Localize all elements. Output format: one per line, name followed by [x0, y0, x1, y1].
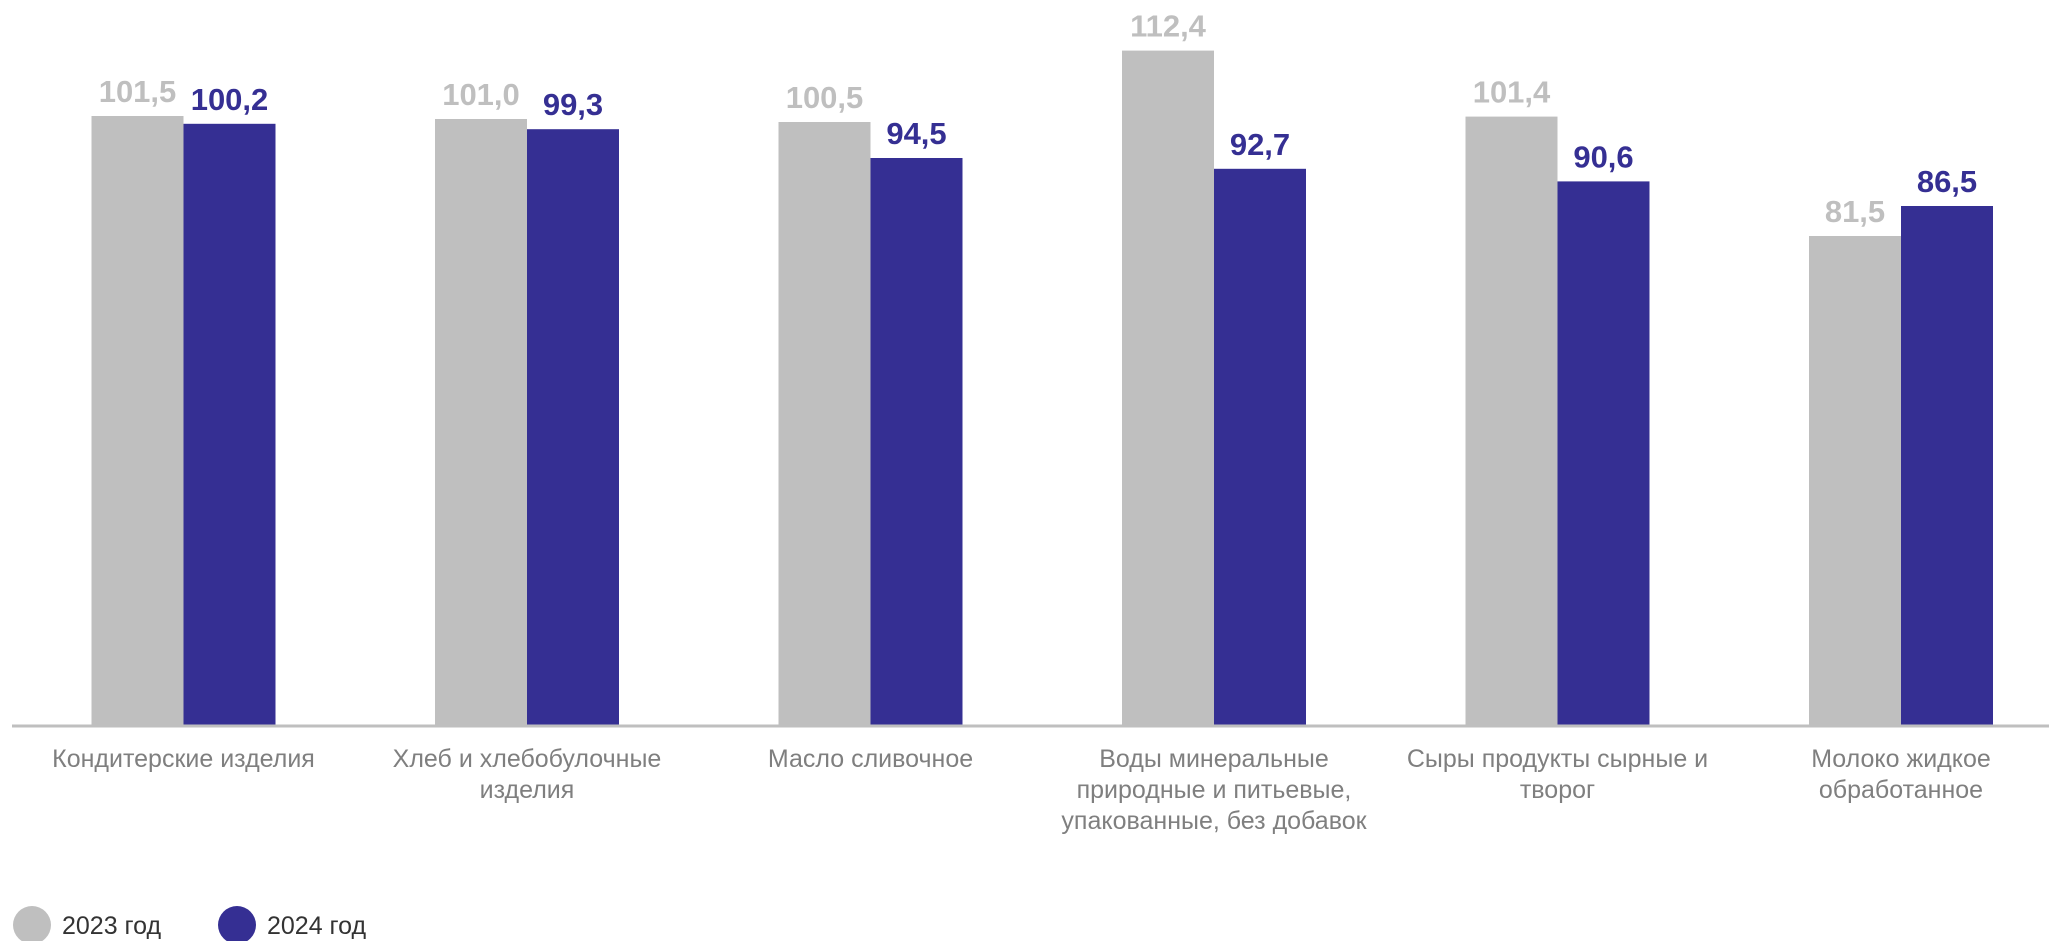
category-label: Молоко жидкое обработанное [1811, 745, 1991, 804]
bar-2023 [778, 122, 871, 725]
category-label: Кондитерские изделия [52, 745, 315, 773]
legend-label-2023: 2023 год [62, 912, 161, 940]
bar-2023 [435, 119, 527, 725]
bar-2023 [1809, 236, 1901, 725]
category-label: Сыры продукты сырные и творог [1407, 745, 1708, 804]
legend-marker-2024 [218, 906, 256, 941]
value-label-2023: 101,5 [99, 74, 177, 109]
bars-layer [91, 50, 1993, 726]
category-labels-layer: Кондитерские изделия Хлеб и хлебобулочные… [52, 745, 1991, 835]
category-label: Масло сливочное [768, 745, 973, 773]
bar-2023 [1122, 50, 1214, 726]
value-label-2023: 101,4 [1473, 75, 1551, 110]
category-label: Воды минеральные природные и питьевые, упа… [1061, 745, 1367, 835]
bar-2023 [1465, 116, 1558, 726]
legend: 2023 год 2024 год [13, 906, 366, 941]
value-label-2024: 92,7 [1230, 127, 1290, 162]
bar-2024 [870, 158, 963, 725]
bar-2024 [183, 123, 276, 726]
value-label-2023: 100,5 [786, 80, 864, 115]
value-label-2024: 99,3 [543, 87, 603, 122]
value-label-2024: 100,2 [191, 82, 269, 117]
bar-2023 [91, 116, 184, 725]
legend-label-2024: 2024 год [267, 912, 366, 940]
value-label-2024: 94,5 [886, 116, 946, 151]
value-label-2024: 90,6 [1573, 139, 1633, 174]
bar-2024 [1214, 168, 1306, 726]
value-label-2024: 86,5 [1917, 164, 1977, 199]
bar-2024 [1557, 181, 1650, 725]
legend-marker-2023 [13, 906, 51, 941]
category-label: Хлеб и хлебобулочные изделия [393, 745, 662, 804]
value-label-2023: 101,0 [442, 77, 520, 112]
bar-2024 [1901, 206, 1993, 725]
bar-2024 [527, 129, 619, 725]
value-label-2023: 112,4 [1130, 9, 1207, 44]
value-label-2023: 81,5 [1825, 194, 1885, 229]
value-labels-layer: 101,5 100,2 101,0 99,3 100,5 94,5 112,4 92,7 101… [99, 9, 1977, 229]
